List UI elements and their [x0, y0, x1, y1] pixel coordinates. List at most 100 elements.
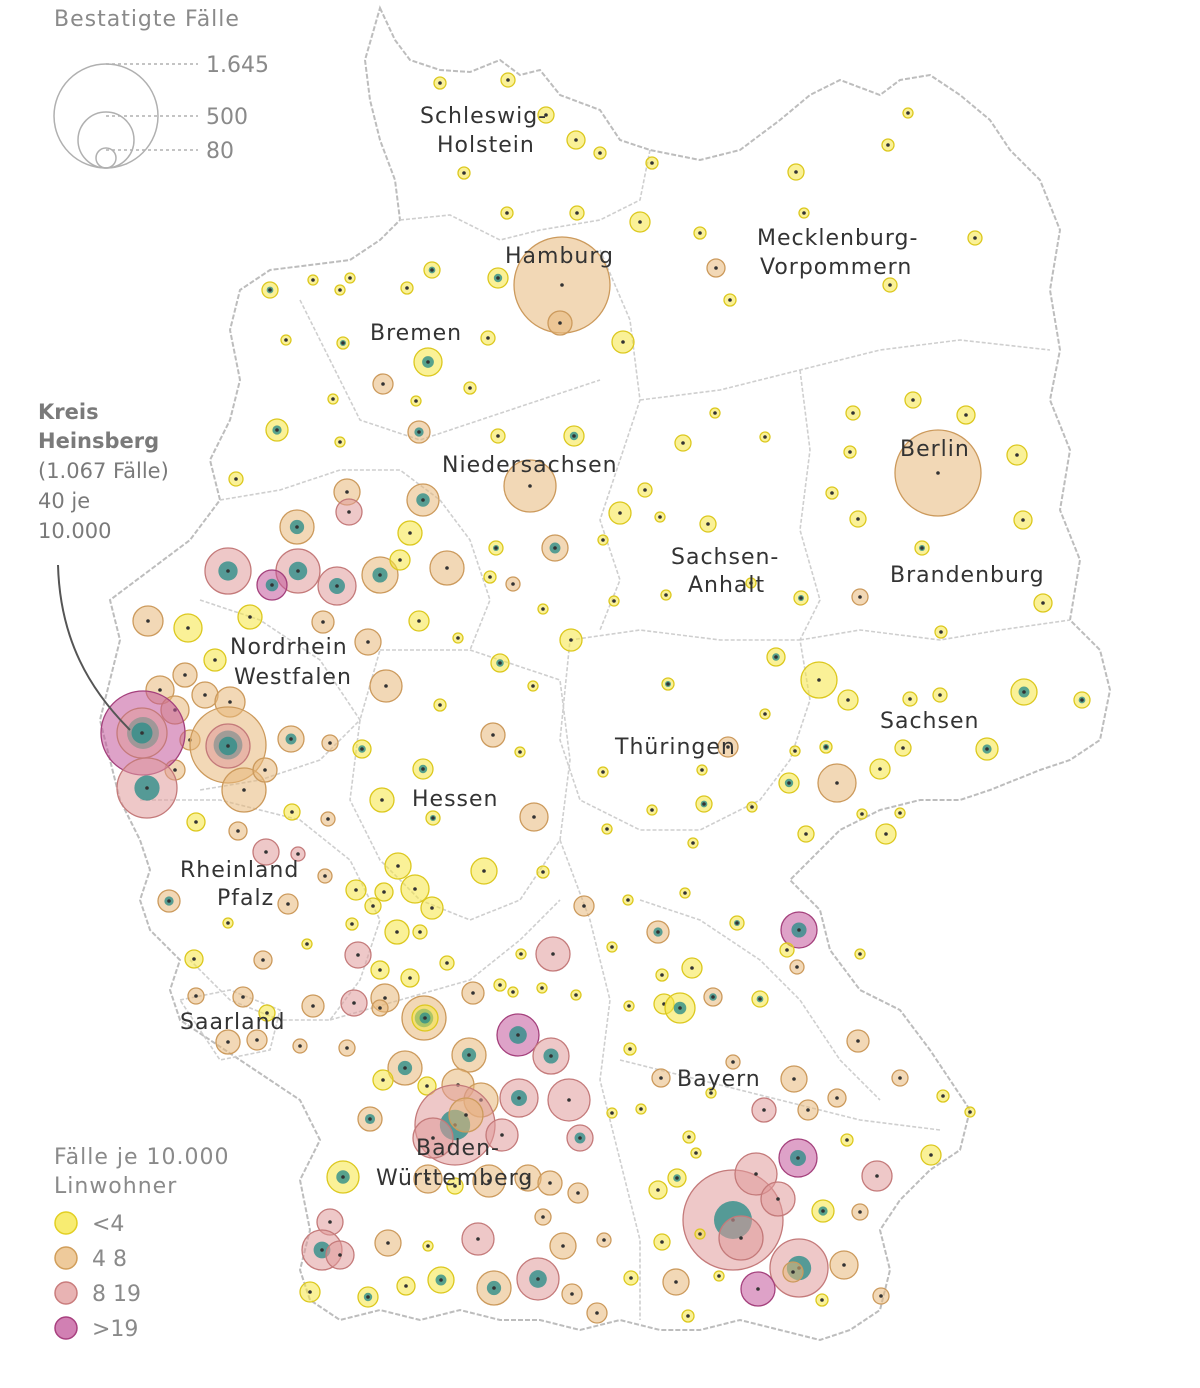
label-anhalt: Anhalt	[688, 573, 765, 598]
district-center-dot	[856, 1039, 860, 1043]
district-center-dot	[439, 1278, 443, 1282]
district-center-dot	[323, 874, 327, 878]
size-legend-circle-small	[95, 147, 117, 169]
district-center-dot	[248, 615, 252, 619]
district-center-dot	[405, 286, 409, 290]
district-center-dot	[574, 993, 578, 997]
district-center-dot	[491, 733, 495, 737]
size-legend-value-1645: 1.645	[206, 53, 269, 78]
district-center-dot	[824, 745, 828, 749]
district-center-dot	[626, 898, 630, 902]
color-legend-swatch-8-19	[54, 1281, 78, 1305]
district-center-dot	[356, 953, 360, 957]
callout-line-2: Heinsberg	[38, 429, 159, 453]
color-legend-label-gt19: >19	[92, 1317, 138, 1342]
district-center-dot	[541, 607, 545, 611]
district-center-dot	[275, 428, 279, 432]
color-legend-swatch-4-8	[54, 1246, 78, 1270]
district-center-dot	[371, 904, 375, 908]
district-center-dot	[350, 922, 354, 926]
border-th	[559, 629, 811, 831]
district-center-dot	[506, 78, 510, 82]
district-center-dot	[678, 1006, 682, 1010]
district-center-dot	[331, 397, 335, 401]
district-center-dot	[194, 820, 198, 824]
district-center-dot	[264, 850, 268, 854]
state-labels: Schleswig- Holstein Hamburg Mecklenburg-…	[180, 104, 1044, 1191]
district-center-dot	[886, 143, 890, 147]
district-center-dot	[335, 584, 339, 588]
label-schleswig: Schleswig-	[420, 104, 547, 129]
district-center-dot	[467, 1053, 471, 1057]
district-center-dot	[311, 1004, 315, 1008]
border-st-bb	[799, 369, 821, 641]
border-he	[349, 649, 571, 921]
district-center-dot	[496, 276, 500, 280]
district-center-dot	[173, 768, 177, 772]
district-center-dot	[674, 1280, 678, 1284]
district-center-dot	[532, 815, 536, 819]
callout-line-3: (1.067 Fälle)	[38, 459, 169, 483]
district-center-dot	[906, 111, 910, 115]
district-center-dot	[560, 283, 564, 287]
district-center-dot	[851, 411, 855, 415]
label-nordrhein: Nordrhein	[230, 635, 348, 660]
district-center-dot	[659, 1076, 663, 1080]
district-center-dot	[698, 1232, 702, 1236]
color-legend: Fälle je 10.000 Linwohner <4 4 8 8 19 >1…	[54, 1145, 229, 1342]
district-center-dot	[378, 1006, 382, 1010]
district-center-dot	[305, 942, 309, 946]
district-center-dot	[226, 1040, 230, 1044]
district-center-dot	[146, 619, 150, 623]
size-legend-value-80: 80	[206, 139, 234, 164]
label-westfalen: Westfalen	[234, 665, 352, 690]
district-center-dot	[352, 1001, 356, 1005]
district-center-dot	[476, 1237, 480, 1241]
district-center-dot	[498, 661, 502, 665]
district-center-dot	[964, 413, 968, 417]
district-center-dot	[791, 1270, 795, 1274]
color-legend-title-2: Linwohner	[54, 1174, 177, 1199]
district-center-dot	[762, 1108, 766, 1112]
district-center-dot	[795, 965, 799, 969]
label-bremen: Bremen	[370, 321, 462, 346]
district-center-dot	[681, 441, 685, 445]
district-center-dot	[431, 1136, 435, 1140]
border-by-inner2	[619, 1059, 941, 1131]
district-center-dot	[601, 770, 605, 774]
district-center-dot	[602, 1238, 606, 1242]
district-center-dot	[664, 593, 668, 597]
district-center-dot	[268, 288, 272, 292]
district-center-dot	[395, 930, 399, 934]
district-center-dot	[228, 700, 232, 704]
district-center-dot	[763, 435, 767, 439]
district-center-dot	[714, 266, 718, 270]
district-center-dot	[797, 928, 801, 932]
district-center-dot	[500, 1133, 504, 1137]
callout-line-4: 40 je	[38, 489, 90, 513]
label-baden: Baden-	[416, 1136, 500, 1161]
label-berlin: Berlin	[900, 437, 970, 462]
district-center-dot	[186, 626, 190, 630]
district-center-dot	[396, 864, 400, 868]
district-center-dot	[938, 693, 942, 697]
district-center-dot	[612, 599, 616, 603]
district-center-dot	[226, 921, 230, 925]
district-center-dot	[326, 817, 330, 821]
district-center-dot	[939, 630, 943, 634]
size-legend-title: Bestatigte Fälle	[54, 7, 240, 32]
district-center-dot	[289, 737, 293, 741]
district-center-dot	[567, 1098, 571, 1102]
district-center-dot	[516, 1033, 520, 1037]
district-center-dot	[284, 338, 288, 342]
district-center-dot	[698, 231, 702, 235]
district-center-dot	[286, 902, 290, 906]
label-wuerttemberg: Württemberg	[376, 1166, 533, 1191]
district-center-dot	[1021, 518, 1025, 522]
district-center-dot	[830, 491, 834, 495]
district-center-dot	[426, 1244, 430, 1248]
district-center-dot	[731, 1060, 735, 1064]
district-center-dot	[706, 522, 710, 526]
district-center-dot	[308, 1290, 312, 1294]
district-center-dot	[794, 170, 798, 174]
